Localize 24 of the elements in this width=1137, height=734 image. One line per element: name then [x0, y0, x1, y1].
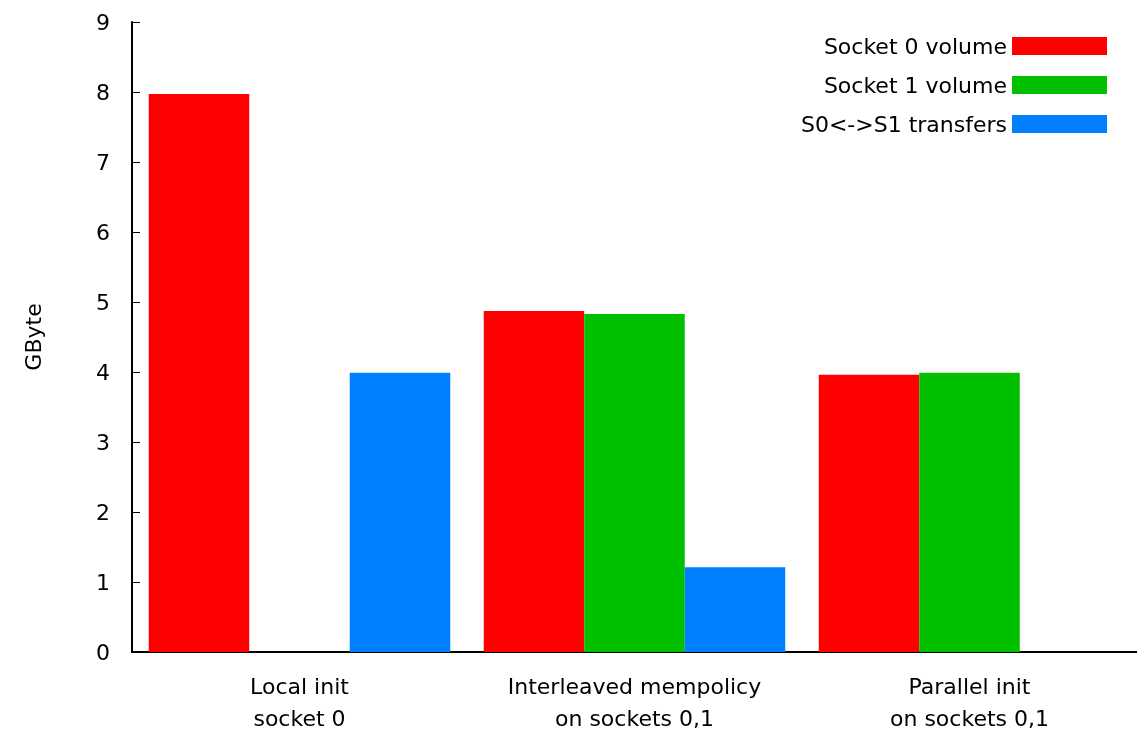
- bar: [818, 374, 920, 652]
- bar: [919, 372, 1020, 652]
- legend-label: Socket 0 volume: [823, 33, 1007, 59]
- y-tick-label: 7: [96, 149, 110, 175]
- y-axis-title: GByte: [20, 303, 46, 371]
- bar: [483, 311, 585, 652]
- bar: [148, 94, 250, 652]
- y-tick-label: 4: [96, 359, 110, 385]
- x-tick-label: Interleaved mempolicy on sockets 0,1: [507, 673, 762, 731]
- y-tick-label: 3: [96, 429, 110, 455]
- x-tick-label: Local init socket 0: [250, 673, 350, 731]
- y-tick-label: 9: [96, 9, 110, 35]
- x-tick-label: Parallel init on sockets 0,1: [890, 673, 1049, 731]
- y-tick-label: 8: [96, 79, 110, 105]
- y-tick-label: 0: [96, 639, 110, 665]
- bar: [349, 372, 451, 652]
- bar: [584, 313, 685, 652]
- legend-label: S0<->S1 transfers: [800, 111, 1007, 137]
- legend-label: Socket 1 volume: [823, 72, 1007, 98]
- y-tick-label: 5: [96, 289, 110, 315]
- bar: [684, 567, 786, 652]
- y-tick-label: 2: [96, 499, 110, 525]
- y-tick-label: 1: [96, 569, 110, 595]
- y-tick-label: 6: [96, 219, 110, 245]
